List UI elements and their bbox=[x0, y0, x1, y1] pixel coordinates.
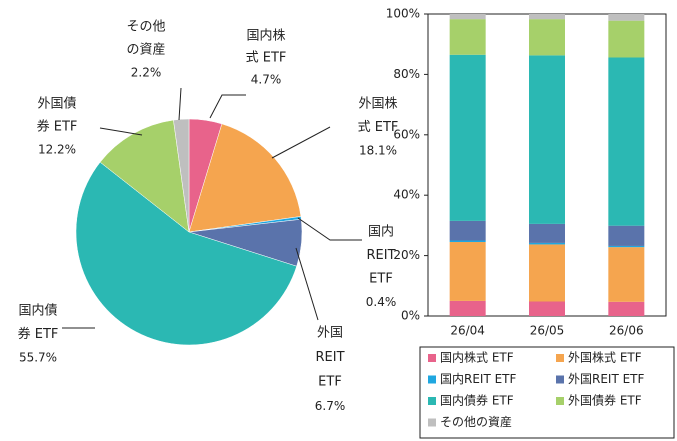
pie-label: ETF bbox=[369, 272, 393, 287]
bar-segment bbox=[529, 242, 565, 245]
bar-segment bbox=[449, 54, 486, 221]
y-tick-label: 60% bbox=[393, 127, 420, 141]
pie-label: の資産 bbox=[126, 42, 165, 58]
leader-line bbox=[209, 94, 246, 119]
bar-segment bbox=[449, 220, 486, 241]
pie-label: その他 bbox=[126, 20, 165, 35]
pie-label: 国内債 bbox=[18, 303, 57, 319]
bar-segment bbox=[449, 240, 486, 243]
pie-value-label: 0.4% bbox=[366, 295, 397, 309]
bar-segment bbox=[449, 19, 486, 55]
pie-label: 外国株 bbox=[358, 97, 397, 112]
y-tick-label: 40% bbox=[393, 188, 420, 202]
leader-line bbox=[99, 127, 143, 136]
pie-slice bbox=[75, 161, 298, 346]
legend-swatch bbox=[428, 397, 436, 405]
bar-segment bbox=[608, 57, 645, 226]
legend-label: 国内株式 ETF bbox=[440, 350, 514, 365]
pie-label: ETF bbox=[318, 375, 342, 390]
pie-label: 券 ETF bbox=[18, 326, 59, 342]
bar-segment bbox=[608, 20, 645, 58]
pie-label: REIT bbox=[315, 350, 344, 365]
y-tick-label: 100% bbox=[386, 7, 420, 21]
bar-segment bbox=[608, 247, 645, 302]
bar-segment bbox=[449, 300, 486, 316]
bar-segment bbox=[449, 242, 486, 301]
pie-label: 外国債 bbox=[37, 97, 76, 112]
bar-segment bbox=[529, 19, 565, 56]
legend-label: 外国株式 ETF bbox=[568, 350, 642, 365]
pie-slice bbox=[173, 118, 190, 233]
x-tick-label: 26/05 bbox=[530, 324, 565, 338]
pie-label: 式 ETF bbox=[358, 120, 399, 135]
legend-swatch bbox=[428, 375, 436, 384]
legend-label: 外国債券 ETF bbox=[568, 393, 642, 408]
leader-line bbox=[297, 217, 362, 241]
pie-value-label: 55.7% bbox=[19, 351, 57, 365]
legend-label: その他の資産 bbox=[440, 414, 512, 429]
bar-segment bbox=[608, 245, 645, 248]
bar-segment bbox=[529, 223, 565, 243]
legend-label: 外国REIT ETF bbox=[568, 372, 645, 386]
y-tick-label: 0% bbox=[401, 309, 420, 323]
legend-swatch bbox=[556, 397, 564, 405]
legend-swatch bbox=[428, 354, 436, 362]
leader-line bbox=[178, 87, 182, 121]
pie-value-label: 18.1% bbox=[359, 144, 397, 158]
legend-label: 国内債券 ETF bbox=[440, 393, 514, 408]
bar-segment bbox=[529, 244, 565, 302]
bar-segment bbox=[608, 14, 645, 21]
pie-value-label: 2.2% bbox=[131, 66, 162, 80]
bar-segment bbox=[529, 14, 565, 20]
legend-label: 国内REIT ETF bbox=[440, 372, 517, 386]
legend-frame bbox=[419, 346, 675, 439]
pie-slice bbox=[188, 123, 302, 233]
x-tick-label: 26/04 bbox=[450, 324, 485, 338]
bar-segment bbox=[449, 14, 486, 20]
pie-slice bbox=[99, 119, 190, 233]
bar-segment bbox=[529, 301, 565, 316]
pie-value-label: 6.7% bbox=[315, 399, 346, 413]
pie-label: 国内 bbox=[368, 224, 394, 240]
leader-line bbox=[295, 247, 319, 321]
y-tick-label: 20% bbox=[393, 248, 420, 262]
pie-label: 外国 bbox=[317, 326, 343, 341]
pie-value-label: 12.2% bbox=[38, 143, 76, 157]
legend-swatch bbox=[428, 418, 436, 427]
pie-label: 券 ETF bbox=[37, 119, 78, 135]
legend-swatch bbox=[556, 354, 564, 362]
bar-segment bbox=[608, 225, 645, 246]
bar-segment bbox=[529, 55, 565, 224]
pie-value-label: 4.7% bbox=[251, 73, 282, 87]
y-tick-label: 80% bbox=[393, 67, 420, 81]
pie-label: 式 ETF bbox=[246, 51, 287, 66]
pie-label: REIT bbox=[366, 248, 395, 263]
bar-segment bbox=[608, 301, 645, 316]
legend-swatch bbox=[556, 375, 564, 384]
leader-line bbox=[271, 126, 331, 159]
x-tick-label: 26/06 bbox=[609, 324, 644, 338]
pie-label: 国内株 bbox=[246, 28, 285, 44]
